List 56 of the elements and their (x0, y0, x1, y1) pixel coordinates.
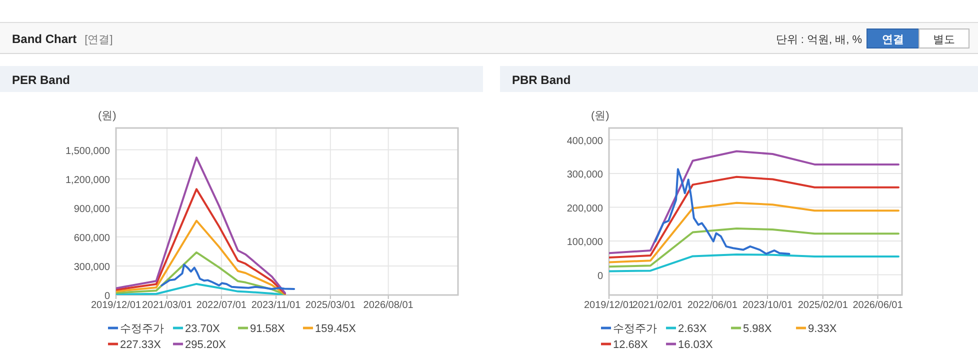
line-series (609, 176, 900, 259)
legend-label: 2.63X (678, 323, 708, 335)
y-tick-label: 900,000 (74, 204, 110, 215)
x-tick-label: 2019/12/01 (584, 300, 634, 311)
y-tick-label: 300,000 (566, 170, 604, 181)
y-tick-label: 100,000 (566, 237, 604, 248)
chart-title: PBR Band (512, 73, 571, 87)
x-tick-label: 2021/02/01 (632, 300, 683, 311)
x-tick-label: 2021/03/01 (142, 300, 192, 311)
y-axis-title: (원) (98, 110, 116, 122)
legend-label: 수정주가 (613, 323, 657, 335)
x-tick-label: 2022/06/01 (687, 300, 738, 311)
legend-label: 수정주가 (120, 323, 164, 335)
x-tick-label: 2023/11/01 (251, 300, 302, 311)
y-tick-label: 400,000 (566, 136, 604, 147)
line-series (654, 168, 790, 255)
legend-label: 5.98X (743, 323, 772, 335)
line-series (160, 264, 296, 290)
legend-label: 159.45X (315, 323, 357, 335)
line-series (116, 188, 286, 295)
legend-label: 227.33X (120, 339, 162, 351)
y-tick-label: 1,200,000 (66, 174, 110, 186)
x-tick-label: 2023/10/01 (742, 300, 793, 311)
text: Band Chart (12, 32, 77, 46)
text: [연결] (84, 34, 113, 46)
line-series (116, 220, 286, 295)
legend-label: 16.03X (678, 339, 714, 351)
x-tick-label: 2026/08/01 (363, 300, 414, 311)
legend-label: 91.58X (250, 323, 286, 335)
legend-label: 9.33X (808, 323, 838, 335)
line-series (609, 150, 900, 254)
y-tick-label: 0 (104, 291, 110, 302)
text: 단위 : 억원, 배, % (776, 34, 862, 46)
x-tick-label: 2019/12/01 (90, 300, 142, 311)
line-series (116, 251, 286, 295)
x-tick-label: 2026/06/01 (852, 300, 904, 311)
y-tick-label: 200,000 (566, 203, 604, 214)
y-tick-label: 600,000 (74, 232, 110, 244)
text: 연결 (882, 34, 904, 46)
x-tick-label: 2025/02/01 (798, 300, 848, 311)
y-axis-title: (원) (591, 110, 610, 122)
chart-title: PER Band (12, 73, 70, 87)
legend-label: 23.70X (185, 323, 221, 335)
line-series (609, 254, 900, 272)
line-series (116, 282, 286, 295)
legend-label: 295.20X (185, 339, 227, 351)
line-series (609, 228, 900, 268)
line-series (609, 202, 900, 264)
line-series (116, 156, 286, 294)
y-tick-label: 1,500,000 (66, 146, 110, 157)
y-tick-label: 0 (597, 270, 604, 282)
legend-label: 12.68X (613, 339, 649, 351)
y-tick-label: 300,000 (74, 262, 110, 273)
x-tick-label: 2022/07/01 (196, 300, 247, 311)
x-tick-label: 2025/03/01 (305, 300, 356, 311)
text: 별도 (933, 34, 955, 46)
